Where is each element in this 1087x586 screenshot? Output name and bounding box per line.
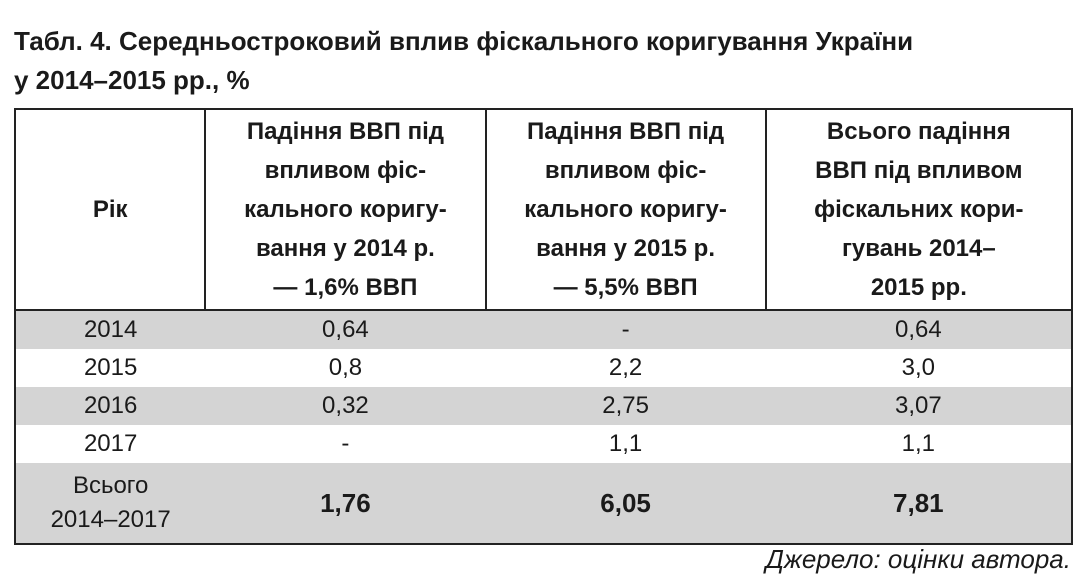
value-cell: 1,1 [901,430,936,457]
year-cell: 2014 [15,310,206,349]
value-cell: 1,1 [608,430,643,457]
table-title: Табл. 4. Середньостроковий вплив фіскаль… [14,22,1074,100]
text-line: ВВП під впливом [815,157,1023,184]
text-line: — 1,6% ВВП [273,274,418,301]
text-line: впливом фіс- [264,157,427,184]
text-line: впливом фіс- [544,157,707,184]
year-cell: 2016 [15,387,206,425]
text-line: кального коригу- [524,196,727,223]
header-row: Рік Падіння ВВП під впливом фіс-кального к… [15,109,1072,311]
value-cell: 6,05 [485,463,766,544]
data-table: Рік Падіння ВВП під впливом фіс-кального к… [14,108,1073,545]
text-line: 2015 [83,354,138,381]
value-cell: 0,8 [328,354,363,381]
text-line: 2016 [83,392,138,419]
text-line: у 2014–2015 рр., % [14,65,250,95]
value-cell: 2,75 [485,387,766,425]
year-cell: Всього 2014–2017 [15,463,206,544]
table-row: 2014 0,64-0,64 [15,310,1072,349]
text-line: 2015 рр. [870,274,967,301]
text-line: Всього падіння [826,118,1011,145]
table-row: 2017 - 1,1 1,1 [15,425,1072,463]
text-line: вання у 2014 р. [255,235,435,262]
text-line: — 5,5% ВВП [553,274,698,301]
header-cell: Падіння ВВП під впливом фіс-кального кори… [485,109,767,311]
text-line: вання у 2015 р. [536,235,716,262]
table-row: 2015 0,8 2,2 3,0 [15,349,1072,387]
header-cell: Падіння ВВП під впливом фіс-кального кори… [205,109,487,311]
text-line: фіскальних кори- [814,196,1024,223]
table-row: 2016 0,32 2,75 3,07 [15,387,1072,425]
text-line: Падіння ВВП під [246,118,444,145]
text-line: 2014 [83,316,138,343]
text-line: Падіння ВВП під [527,118,725,145]
value-cell: 0,64 [205,310,486,349]
year-cell: 2015 [15,349,205,387]
value-cell: 0,32 [205,387,486,425]
text-line: 2017 [83,430,138,457]
text-line: Рік [92,196,128,223]
value-cell: - [341,430,350,457]
value-cell: 7,81 [765,463,1072,544]
text-line: Всього [72,472,149,499]
text-line: кального коригу- [244,196,447,223]
value-cell: - [485,310,766,349]
text-line: гувань 2014– [841,235,996,262]
text-line: 2014–2017 [50,506,171,533]
value-cell: 3,07 [765,387,1072,425]
value-cell: 2,2 [608,354,643,381]
header-cell: Всього падіння ВВП під впливом фіскальних … [765,109,1072,311]
value-cell: 1,76 [205,463,486,544]
year-cell: 2017 [15,425,205,463]
text-line: Табл. 4. Середньостроковий вплив фіскаль… [14,26,914,56]
table-row: Всього 2014–2017 1,76 6,05 7,81 [15,463,1072,544]
value-cell: 3,0 [901,354,936,381]
header-cell: Рік [15,109,207,311]
source-note: Джерело: оцінки автора. [765,544,1071,574]
value-cell: 0,64 [765,310,1072,349]
